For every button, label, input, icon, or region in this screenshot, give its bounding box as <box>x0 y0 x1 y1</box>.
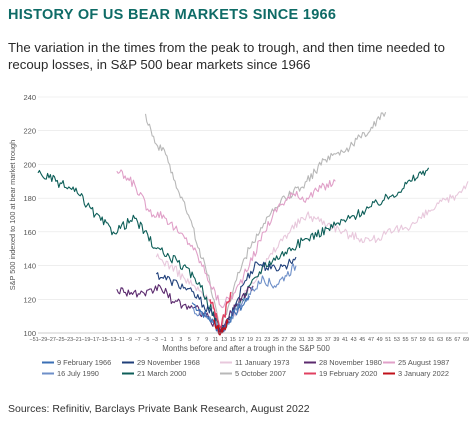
x-tick-label: −11 <box>116 337 125 343</box>
x-tick-label: −19 <box>81 337 90 343</box>
source-note: Sources: Refinitiv, Barclays Private Ban… <box>8 403 310 415</box>
legend-label: 3 January 2022 <box>398 369 449 378</box>
series-line-3 <box>155 181 469 333</box>
y-axis-label: S&P 500 indexed to 100 at bear market tr… <box>8 140 17 290</box>
x-tick-label: 63 <box>437 337 443 343</box>
legend-label: 28 November 1980 <box>319 358 382 367</box>
series-line-6 <box>192 263 297 335</box>
x-tick-label: −17 <box>90 337 99 343</box>
y-tick-label: 180 <box>23 194 36 203</box>
x-tick-label: 41 <box>342 337 348 343</box>
chart-subtitle: The variation in the times from the peak… <box>8 40 445 72</box>
x-tick-label: 65 <box>446 337 452 343</box>
x-tick-label: 35 <box>316 337 322 343</box>
x-tick-label: 7 <box>197 337 200 343</box>
y-tick-label: 120 <box>23 295 36 304</box>
y-tick-label: 140 <box>23 262 36 271</box>
x-tick-label: 31 <box>299 337 305 343</box>
x-tick-label: 47 <box>368 337 374 343</box>
x-tick-label: 17 <box>238 337 244 343</box>
x-tick-label: 9 <box>205 337 208 343</box>
legend-label: 21 March 2000 <box>137 369 186 378</box>
y-tick-label: 200 <box>23 160 36 169</box>
series-line-4 <box>116 284 254 335</box>
legend-label: 11 January 1973 <box>235 358 290 367</box>
x-tick-label: 43 <box>351 337 357 343</box>
legend-label: 25 August 1987 <box>398 358 449 367</box>
x-tick-label: −51 <box>29 337 38 343</box>
x-tick-label: 1 <box>171 337 174 343</box>
x-tick-label: 49 <box>377 337 383 343</box>
x-tick-label: −25 <box>55 337 64 343</box>
x-tick-label: 27 <box>282 337 288 343</box>
x-tick-label: 11 <box>213 337 219 343</box>
x-tick-label: 3 <box>179 337 182 343</box>
x-tick-label: −21 <box>73 337 82 343</box>
x-tick-label: 15 <box>230 337 236 343</box>
x-tick-label: −27 <box>47 337 56 343</box>
x-axis-ticks: −51 −29 −27 −25 −23 −21 −19 −17 −15 −13 −11 −9 −7 −5−… <box>29 337 469 343</box>
legend-label: 16 July 1990 <box>57 369 99 378</box>
x-tick-label: 29 <box>290 337 296 343</box>
legend: 9 February 1966 29 November 1968 11 Januar… <box>42 358 449 378</box>
x-tick-label: 45 <box>359 337 365 343</box>
legend-label: 9 February 1966 <box>57 358 111 367</box>
grid-lines <box>38 96 468 300</box>
x-tick-label: −15 <box>99 337 108 343</box>
x-tick-label: −5 <box>143 337 149 343</box>
x-tick-label: −29 <box>38 337 47 343</box>
series-line-9 <box>209 291 232 329</box>
y-axis-ticks: 240 220 200 180 160 140 120 100 <box>23 93 36 338</box>
series-line-5 <box>116 169 336 309</box>
x-tick-label: 39 <box>333 337 339 343</box>
series-line-8 <box>144 112 387 332</box>
x-tick-label: 53 <box>394 337 400 343</box>
x-tick-label: 23 <box>264 337 270 343</box>
x-tick-label: 19 <box>247 337 253 343</box>
y-tick-label: 100 <box>23 329 36 338</box>
x-tick-label: 67 <box>454 337 460 343</box>
x-tick-label: −13 <box>107 337 116 343</box>
x-tick-label: 59 <box>420 337 426 343</box>
x-tick-label: 37 <box>325 337 331 343</box>
legend-label: 29 November 1968 <box>137 358 200 367</box>
x-tick-label: 25 <box>273 337 279 343</box>
legend-label: 5 October 2007 <box>235 369 286 378</box>
x-tick-label: −3 <box>152 337 158 343</box>
x-tick-label: −23 <box>64 337 73 343</box>
y-tick-label: 160 <box>23 228 36 237</box>
x-tick-label: 57 <box>411 337 417 343</box>
x-tick-label: 69 <box>463 337 469 343</box>
x-tick-label: −9 <box>126 337 132 343</box>
x-tick-label: 21 <box>256 337 262 343</box>
x-tick-label: 33 <box>307 337 313 343</box>
x-tick-label: −1 <box>161 337 167 343</box>
x-tick-label: 5 <box>188 337 191 343</box>
series-line-2 <box>155 256 297 332</box>
x-tick-label: 55 <box>403 337 409 343</box>
x-tick-label: 51 <box>385 337 391 343</box>
series-line-7 <box>37 167 430 332</box>
legend-label: 19 February 2020 <box>319 369 377 378</box>
y-tick-label: 220 <box>23 127 36 136</box>
y-tick-label: 240 <box>23 93 36 102</box>
chart-title: HISTORY OF US BEAR MARKETS SINCE 1966 <box>8 7 337 23</box>
series-lines <box>37 112 469 336</box>
x-axis-label: Months before and after a trough in the … <box>162 344 330 353</box>
x-tick-label: 61 <box>428 337 434 343</box>
x-tick-label: −7 <box>135 337 141 343</box>
x-tick-label: 13 <box>221 337 227 343</box>
